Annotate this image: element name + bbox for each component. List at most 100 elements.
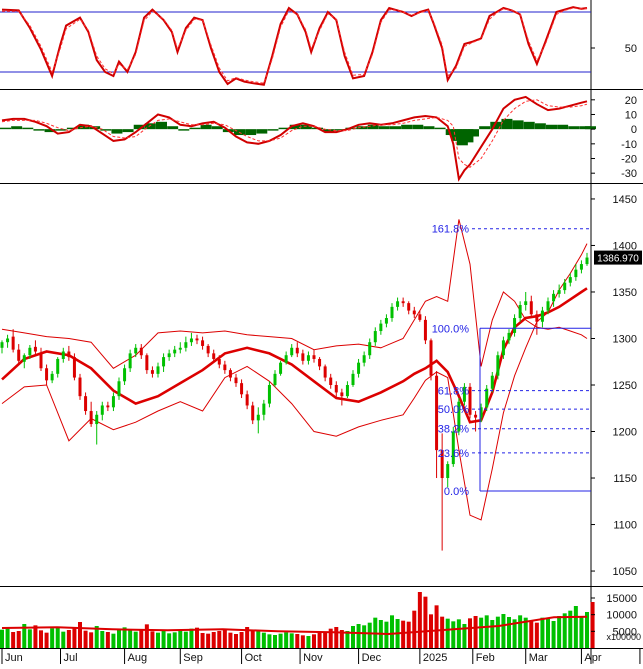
volume-bar	[552, 621, 556, 648]
volume-bar	[362, 625, 366, 648]
candle-body	[118, 381, 121, 396]
candle-body	[513, 318, 516, 333]
candle-body	[240, 383, 243, 394]
volume-bar	[156, 633, 160, 648]
volume-bar	[474, 616, 478, 648]
volume-bar	[273, 635, 277, 648]
candle-body	[257, 415, 260, 421]
candle-body	[307, 355, 310, 361]
volume-bar	[39, 630, 43, 648]
candle-body	[285, 355, 288, 362]
candle-body	[502, 340, 505, 355]
x-tick-label: Feb	[476, 652, 495, 664]
candle-body	[385, 318, 388, 324]
candle-body	[157, 366, 160, 373]
candle-body	[134, 348, 137, 354]
macd-tick-label: -10	[621, 139, 637, 151]
candle-body	[569, 277, 572, 283]
candle-body	[530, 301, 533, 314]
volume-bar	[306, 636, 310, 648]
volume-bar	[423, 597, 427, 648]
volume-bar	[563, 613, 567, 648]
volume-bar	[574, 606, 578, 648]
macd-histogram-bar	[245, 129, 256, 135]
fib-label-0: 161.8%	[432, 224, 470, 236]
candle-body	[363, 355, 366, 362]
candle-body	[251, 405, 254, 420]
candle-body	[446, 464, 449, 478]
x-tick-label: Nov	[303, 652, 323, 664]
macd-histogram-bar	[256, 129, 267, 133]
volume-bar	[178, 631, 182, 648]
volume-bar	[557, 616, 561, 648]
candle-body	[145, 355, 148, 370]
volume-bar	[145, 624, 149, 648]
volume-bar	[128, 630, 132, 648]
volume-bar	[134, 632, 138, 648]
macd-tick-label: 20	[625, 95, 637, 107]
macd-tick-label: 0	[631, 124, 637, 136]
candle-body	[62, 352, 65, 359]
volume-bar	[256, 631, 260, 648]
macd-histogram-bar	[111, 129, 122, 133]
macd-tick-label: 10	[625, 109, 637, 121]
candle-body	[190, 338, 193, 342]
macd-histogram-bar	[379, 126, 390, 129]
x-tick-label: Oct	[245, 652, 262, 664]
volume-bar	[529, 621, 533, 648]
volume-bar	[139, 629, 143, 648]
macd-histogram-bar	[546, 125, 557, 129]
candle-body	[218, 359, 221, 365]
candle-body	[474, 415, 477, 418]
candle-body	[112, 396, 115, 407]
volume-bar	[407, 622, 411, 648]
volume-bar	[579, 616, 583, 648]
candle-body	[340, 392, 343, 396]
candle-body	[1, 342, 4, 348]
price-tick-label: 1200	[613, 427, 637, 439]
price-tick-label: 1450	[613, 194, 637, 206]
macd-tick-label: -20	[621, 154, 637, 166]
candle-body	[235, 378, 238, 384]
candle-body	[6, 338, 9, 342]
volume-bar	[479, 618, 483, 648]
candle-body	[352, 374, 355, 385]
price-tick-label: 1100	[613, 520, 637, 532]
fib-label-6: 0.0%	[444, 486, 469, 498]
volume-bar	[106, 632, 110, 648]
candle-body	[324, 366, 327, 377]
candle-body	[407, 303, 410, 310]
candle-body	[184, 342, 187, 348]
macd-histogram-bar	[524, 122, 535, 129]
candle-body	[45, 368, 48, 380]
candle-body	[229, 370, 232, 377]
volume-bar	[251, 630, 255, 648]
macd-histogram-bar	[513, 120, 524, 129]
macd-histogram-bar	[167, 126, 178, 129]
candle-body	[430, 340, 433, 375]
x-tick-label: Sep	[183, 652, 203, 664]
candle-body	[368, 342, 371, 355]
volume-bar	[0, 630, 4, 648]
volume-bar	[279, 634, 283, 648]
volume-bar	[56, 628, 60, 648]
volume-bar	[50, 628, 54, 648]
fib-label-5: 23.6%	[438, 448, 469, 460]
candle-body	[12, 337, 15, 350]
macd-histogram-bar	[201, 125, 212, 129]
macd-histogram-bar	[501, 119, 512, 129]
volume-bar	[78, 622, 82, 648]
macd-histogram-bar	[11, 126, 22, 129]
candle-body	[101, 405, 104, 414]
candle-body	[34, 347, 37, 352]
candle-body	[485, 389, 488, 408]
macd-histogram-bar	[156, 122, 167, 129]
volume-bar	[501, 614, 505, 648]
volume-bar	[323, 632, 327, 648]
candle-body	[262, 404, 265, 415]
price-tick-label: 1150	[613, 473, 637, 485]
volume-bar	[45, 633, 49, 648]
candle-body	[123, 368, 126, 381]
